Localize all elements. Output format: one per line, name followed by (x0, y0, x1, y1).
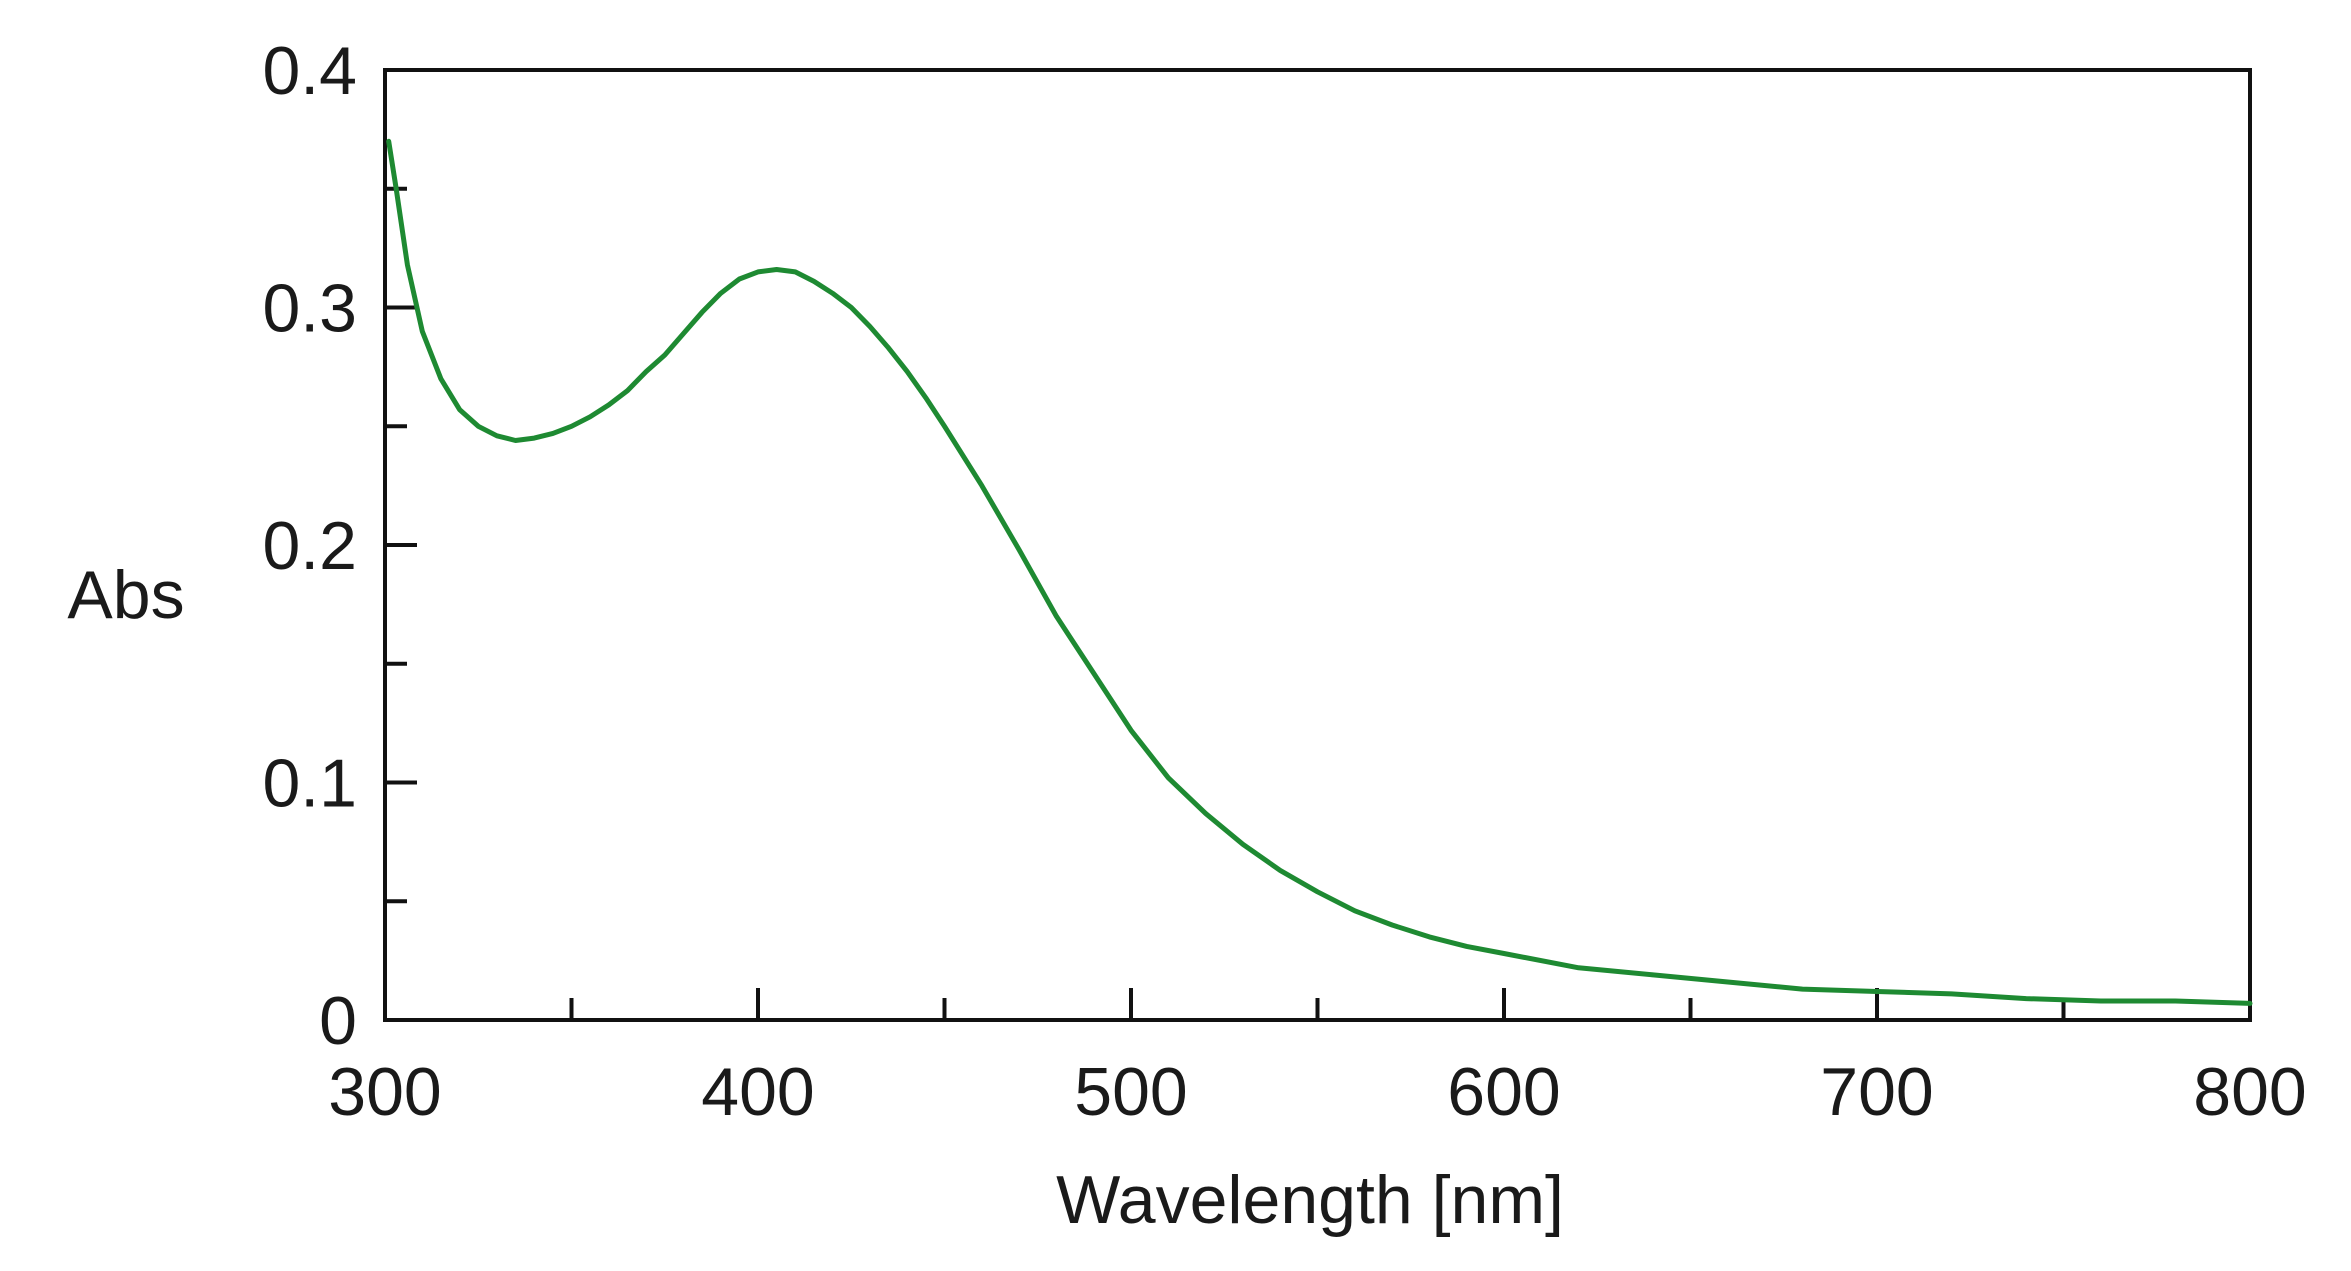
major-ticks (383, 68, 2252, 1022)
y-tick-labels: 0 0.1 0.2 0.3 0.4 (262, 33, 357, 1059)
x-tick-labels: 300 400 500 600 700 800 (328, 1054, 2306, 1130)
minor-ticks (385, 186, 2066, 1020)
x-tick-label: 500 (1074, 1054, 1187, 1130)
x-tick-label: 300 (328, 1054, 441, 1130)
x-tick-label: 400 (701, 1054, 814, 1130)
y-tick-label: 0.1 (262, 746, 357, 822)
y-tick-label: 0 (319, 983, 357, 1059)
x-axis-title: Wavelength [nm] (1056, 1162, 1564, 1238)
y-tick-label: 0.4 (262, 33, 357, 109)
x-tick-label: 700 (1820, 1054, 1933, 1130)
y-tick-label: 0.2 (262, 508, 357, 584)
x-tick-label: 600 (1447, 1054, 1560, 1130)
plot-frame (383, 68, 2252, 1022)
x-tick-label: 800 (2193, 1054, 2306, 1130)
series-group (386, 138, 2253, 1006)
absorbance-series-line (386, 138, 2253, 1006)
y-tick-label: 0.3 (262, 271, 357, 347)
y-axis-title: Abs (67, 557, 184, 633)
plot-area (383, 68, 2252, 1022)
